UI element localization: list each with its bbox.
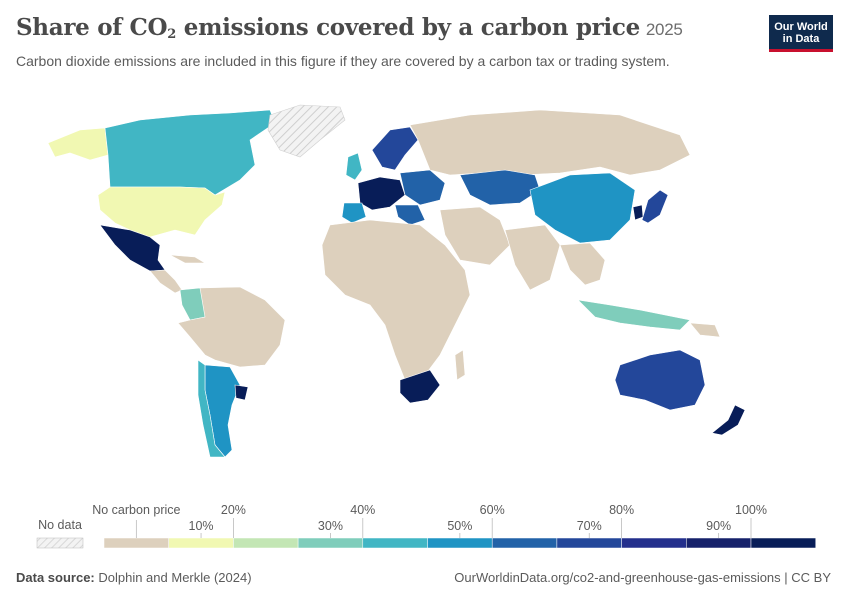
legend-bin-0 bbox=[103, 537, 169, 549]
legend-upper-tick-0: 20% bbox=[221, 503, 246, 517]
map-region-canada[interactable] bbox=[104, 109, 276, 196]
legend-bin-6 bbox=[491, 537, 558, 549]
title-year: 2025 bbox=[645, 20, 683, 39]
map-region-south-america-north[interactable] bbox=[177, 286, 286, 368]
map-region-australia[interactable] bbox=[614, 349, 706, 411]
map-region-united-states[interactable] bbox=[97, 186, 226, 238]
map-region-russia[interactable] bbox=[409, 109, 691, 176]
map-region-greenland[interactable] bbox=[267, 104, 346, 158]
map-region-spain[interactable] bbox=[341, 202, 367, 224]
map-region-south-korea[interactable] bbox=[632, 204, 644, 221]
legend-upper-tick-4: 100% bbox=[735, 503, 767, 517]
legend-upper-tick-2: 60% bbox=[480, 503, 505, 517]
map-region-kazakhstan[interactable] bbox=[459, 169, 541, 206]
map-region-japan[interactable] bbox=[641, 189, 669, 224]
legend: No data No carbon price 20% 40% 60% 80% 100% 10… bbox=[36, 503, 816, 549]
legend-lower-tick-2: 50% bbox=[447, 519, 472, 533]
title-subscript: 2 bbox=[167, 27, 177, 42]
map-region-china[interactable] bbox=[529, 172, 636, 244]
map-region-caribbean[interactable] bbox=[169, 254, 207, 264]
map-region-mexico[interactable] bbox=[99, 224, 166, 272]
legend-bin-1 bbox=[168, 537, 234, 549]
map-region-chile[interactable] bbox=[197, 359, 226, 458]
source-url[interactable]: OurWorldinData.org/co2-and-greenhouse-ga… bbox=[454, 570, 831, 585]
map-region-alaska[interactable] bbox=[47, 127, 109, 161]
legend-bin-5 bbox=[427, 537, 493, 549]
logo-line-1: Our World bbox=[774, 21, 828, 33]
legend-lower-tick-3: 70% bbox=[577, 519, 602, 533]
map-region-south-africa[interactable] bbox=[399, 369, 441, 404]
map-region-indonesia[interactable] bbox=[577, 299, 691, 331]
map-region-balkans[interactable] bbox=[394, 204, 426, 226]
map-region-middle-east[interactable] bbox=[439, 206, 511, 266]
legend-bin-10 bbox=[750, 537, 816, 549]
owid-logo[interactable]: Our World in Data bbox=[769, 15, 833, 52]
map-region-southeast-asia[interactable] bbox=[559, 242, 606, 286]
map-region-madagascar[interactable] bbox=[454, 349, 466, 381]
chart-title: Share of CO2 emissions covered by a carb… bbox=[16, 14, 683, 42]
source-text: Dolphin and Merkle (2024) bbox=[94, 570, 252, 585]
map-region-png[interactable] bbox=[689, 322, 721, 338]
map-region-africa[interactable] bbox=[321, 219, 471, 381]
legend-bin-7 bbox=[556, 537, 622, 549]
chart-subtitle: Carbon dioxide emissions are included in… bbox=[16, 53, 670, 69]
legend-bin-2 bbox=[233, 537, 299, 549]
legend-lower-tick-4: 90% bbox=[706, 519, 731, 533]
title-main: Share of CO bbox=[16, 14, 168, 41]
legend-bin-8 bbox=[621, 537, 687, 549]
map-region-scandinavia[interactable] bbox=[371, 126, 419, 171]
legend-lower-tick-0: 10% bbox=[189, 519, 214, 533]
legend-bin-3 bbox=[297, 537, 364, 549]
legend-upper-tick-1: 40% bbox=[350, 503, 375, 517]
legend-bin-4 bbox=[362, 537, 428, 549]
map-region-india[interactable] bbox=[504, 224, 561, 291]
map-region-uruguay[interactable] bbox=[234, 384, 249, 401]
legend-upper-tick-3: 80% bbox=[609, 503, 634, 517]
logo-line-2: in Data bbox=[782, 33, 820, 45]
title-rest: emissions covered by a carbon price bbox=[176, 14, 640, 41]
source-label: Data source: bbox=[16, 570, 95, 585]
map-region-uk[interactable] bbox=[345, 152, 363, 181]
legend-no-data-label: No data bbox=[38, 518, 82, 532]
legend-bin-9 bbox=[686, 537, 752, 549]
data-source: Data source: Dolphin and Merkle (2024) bbox=[16, 570, 252, 585]
legend-no-data-swatch bbox=[36, 537, 84, 549]
map-region-eastern-europe[interactable] bbox=[399, 169, 446, 206]
world-map[interactable] bbox=[0, 95, 850, 495]
map-region-central-america[interactable] bbox=[149, 269, 183, 294]
legend-lower-tick-1: 30% bbox=[318, 519, 343, 533]
legend-no-carbon-label: No carbon price bbox=[92, 503, 180, 517]
map-region-new-zealand[interactable] bbox=[711, 404, 746, 436]
